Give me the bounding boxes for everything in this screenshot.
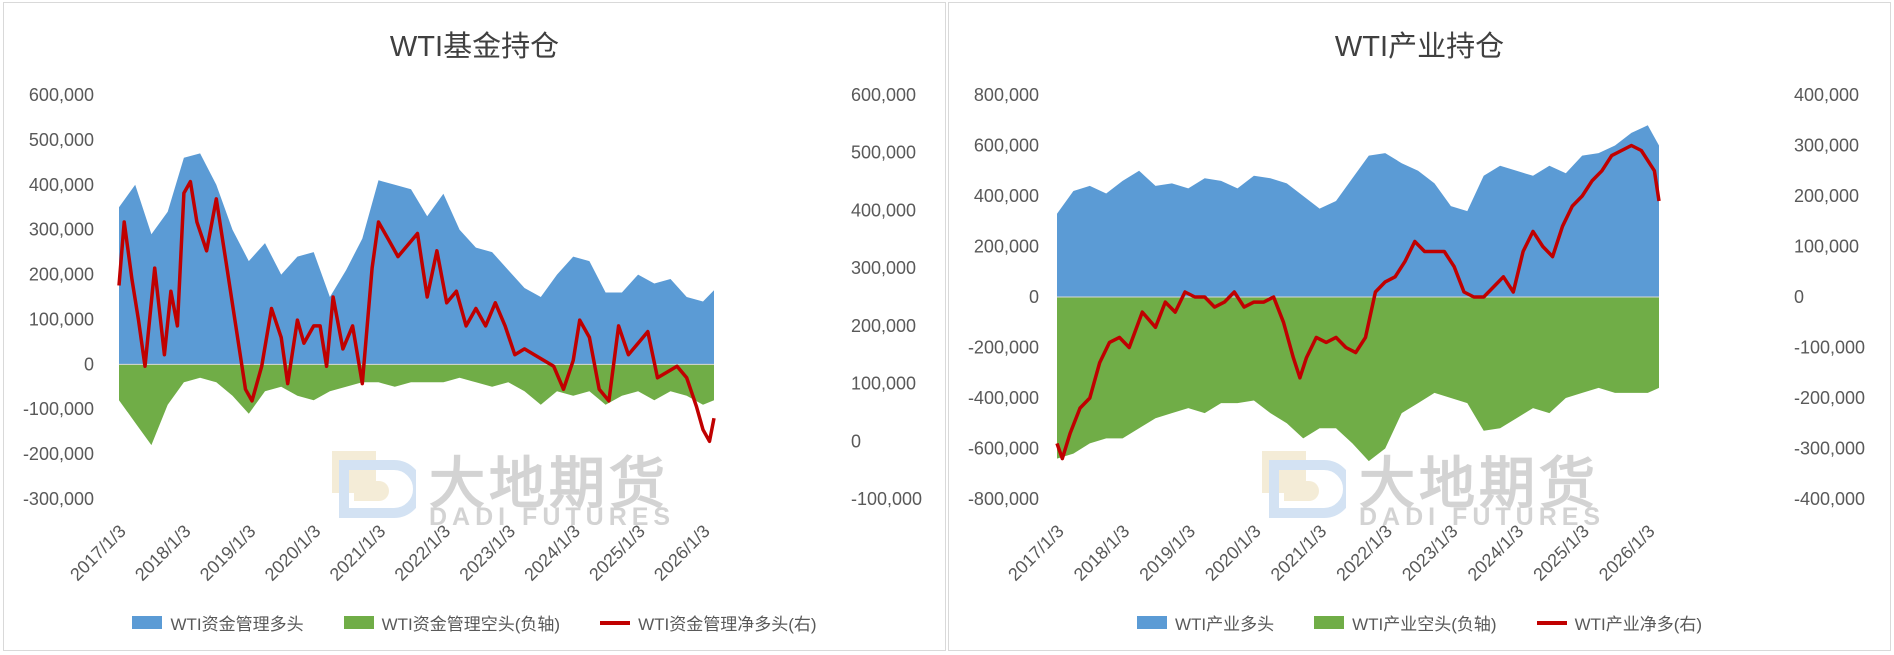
y-right-tick-label: 400,000 <box>851 200 916 220</box>
x-tick-label: 2025/1/3 <box>585 521 649 585</box>
x-tick-label: 2023/1/3 <box>1398 521 1462 585</box>
y-right-tick-label: 600,000 <box>851 85 916 105</box>
y-left-tick-label: -600,000 <box>968 439 1039 459</box>
legend-item: WTI资金管理空头(负轴) <box>343 610 561 635</box>
x-tick-label: 2020/1/3 <box>261 521 325 585</box>
legend-label: WTI产业净多(右) <box>1574 615 1703 634</box>
y-left-tick-label: 400,000 <box>974 186 1039 206</box>
chart-panel-wti-commercial: 800,000 600,000 400,000 200,000 0 -200,000 -40… <box>948 2 1891 651</box>
y-left-tick-label: 800,000 <box>974 85 1039 105</box>
y-left-tick-label: 0 <box>1029 287 1039 307</box>
y-right-tick-label: 100,000 <box>851 374 916 394</box>
chart-svg: 800,000 600,000 400,000 200,000 0 -200,000 -40… <box>968 85 1865 585</box>
legend-swatch <box>1314 616 1345 629</box>
legend-label: WTI资金管理多头 <box>170 615 304 634</box>
y-right-tick-label: 400,000 <box>1794 85 1859 105</box>
x-tick-label: 2022/1/3 <box>391 521 455 585</box>
x-tick-label: 2026/1/3 <box>1595 521 1659 585</box>
x-tick-label: 2022/1/3 <box>1332 521 1396 585</box>
area-series-1 <box>119 364 714 446</box>
x-tick-label: 2019/1/3 <box>196 521 260 585</box>
chart-title: WTI产业持仓 <box>1334 31 1505 63</box>
y-right-tick-label: 0 <box>851 431 861 451</box>
x-tick-label: 2021/1/3 <box>326 521 390 585</box>
y-right-tick-label: 200,000 <box>1794 186 1859 206</box>
y-right-tick-label: 200,000 <box>851 316 916 336</box>
y-left-tick-label: -800,000 <box>968 489 1039 509</box>
y-left-tick-label: 0 <box>84 354 94 374</box>
legend-swatch <box>1136 616 1167 629</box>
y-right-tick-label: -400,000 <box>1794 489 1865 509</box>
y-right-tick-label: -100,000 <box>851 489 922 509</box>
legend-item: WTI资金管理多头 <box>132 610 304 635</box>
x-tick-label: 2025/1/3 <box>1529 521 1593 585</box>
y-right-tick-label: 100,000 <box>1794 237 1859 257</box>
x-tick-label: 2017/1/3 <box>66 521 130 585</box>
legend-label: WTI产业多头 <box>1174 615 1275 634</box>
legend-item: WTI产业空头(负轴) <box>1314 610 1497 635</box>
x-tick-label: 2023/1/3 <box>455 521 519 585</box>
chart-legend: WTI产业多头 WTI产业空头(负轴) WTI产业净多(右) <box>949 610 1890 635</box>
x-tick-label: 2018/1/3 <box>1070 521 1134 585</box>
legend-item: WTI产业净多(右) <box>1536 610 1703 635</box>
legend-swatch <box>600 620 631 625</box>
y-left-tick-label: 300,000 <box>29 220 94 240</box>
x-tick-label: 2020/1/3 <box>1201 521 1265 585</box>
x-tick-label: 2017/1/3 <box>1004 521 1068 585</box>
area-series-0 <box>1057 125 1659 297</box>
y-right-tick-label: 0 <box>1794 287 1804 307</box>
y-left-tick-label: 200,000 <box>29 265 94 285</box>
x-tick-label: 2021/1/3 <box>1267 521 1331 585</box>
chart-panel-wti-fund: 600,000 500,000 400,000 300,000 200,000 100,0… <box>3 2 946 651</box>
line-series-2 <box>1055 143 1661 461</box>
x-tick-label: 2024/1/3 <box>1464 521 1528 585</box>
area-series-1 <box>1057 297 1659 462</box>
x-tick-label: 2018/1/3 <box>131 521 195 585</box>
legend-item: WTI产业多头 <box>1136 610 1275 635</box>
chart-title: WTI基金持仓 <box>389 31 560 63</box>
legend-label: WTI资金管理空头(负轴) <box>381 615 561 634</box>
y-left-tick-label: 200,000 <box>974 237 1039 257</box>
y-left-tick-label: -200,000 <box>968 338 1039 358</box>
y-left-tick-label: 600,000 <box>29 85 94 105</box>
y-right-tick-label: -100,000 <box>1794 338 1865 358</box>
y-left-tick-label: 100,000 <box>29 309 94 329</box>
y-right-tick-label: 500,000 <box>851 143 916 163</box>
y-left-tick-label: -200,000 <box>23 444 94 464</box>
legend-swatch <box>343 616 374 629</box>
y-left-tick-label: 600,000 <box>974 136 1039 156</box>
legend-label: WTI产业空头(负轴) <box>1352 615 1497 634</box>
y-left-tick-label: 500,000 <box>29 130 94 150</box>
x-tick-label: 2019/1/3 <box>1135 521 1199 585</box>
line-series-2 <box>117 179 716 444</box>
chart-svg: 600,000 500,000 400,000 300,000 200,000 100,0… <box>23 85 922 585</box>
y-right-tick-label: 300,000 <box>851 258 916 278</box>
legend-swatch <box>132 616 163 629</box>
legend-label: WTI资金管理净多头(右) <box>638 615 817 634</box>
y-left-tick-label: 400,000 <box>29 175 94 195</box>
y-right-tick-label: -300,000 <box>1794 439 1865 459</box>
y-right-tick-label: 300,000 <box>1794 136 1859 156</box>
chart-legend: WTI资金管理多头 WTI资金管理空头(负轴) WTI资金管理净多头(右) <box>4 610 945 635</box>
y-left-tick-label: -100,000 <box>23 399 94 419</box>
legend-swatch <box>1536 620 1567 625</box>
y-left-tick-label: -300,000 <box>23 489 94 509</box>
area-series-0 <box>119 153 714 365</box>
x-tick-label: 2024/1/3 <box>520 521 584 585</box>
legend-item: WTI资金管理净多头(右) <box>600 610 817 635</box>
y-left-tick-label: -400,000 <box>968 388 1039 408</box>
y-right-tick-label: -200,000 <box>1794 388 1865 408</box>
x-tick-label: 2026/1/3 <box>650 521 714 585</box>
